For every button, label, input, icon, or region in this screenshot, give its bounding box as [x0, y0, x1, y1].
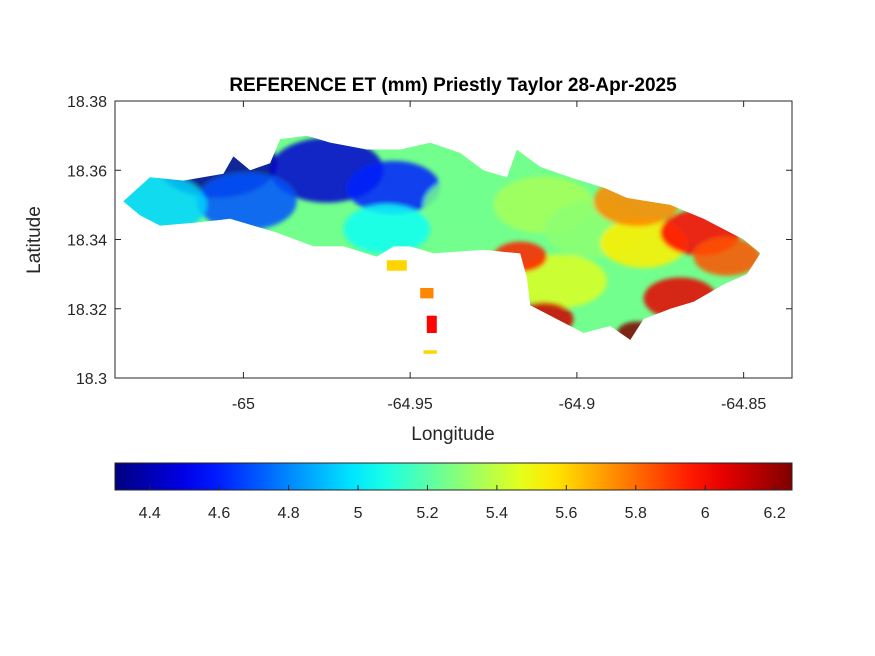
y-tick-label: 18.34 [67, 233, 107, 250]
x-tick-label: -65 [232, 396, 255, 413]
colorbar-tick-label: 4.6 [208, 505, 230, 522]
y-tick-label: 18.36 [67, 163, 107, 180]
y-axis-label: Latitude [24, 206, 45, 274]
x-tick-label: -64.85 [721, 396, 766, 413]
y-axis-ticks: 18.3 18.32 18.34 18.36 18.38 [67, 94, 792, 388]
colorbar-tick-label: 6 [701, 505, 710, 522]
islet [426, 315, 437, 333]
islet [386, 260, 407, 271]
chart-title: REFERENCE ET (mm) Priestly Taylor 28-Apr… [229, 75, 677, 96]
colorbar-gradient [114, 462, 793, 491]
islet [420, 288, 434, 299]
x-tick-label: -64.9 [559, 396, 596, 413]
colorbar-tick-label: 4.8 [277, 505, 299, 522]
colorbar-ticks: 4.4 4.6 4.8 5 5.2 5.4 5.6 5.8 6 6.2 [139, 485, 786, 522]
heat-cell [196, 172, 297, 230]
colorbar-tick-label: 5.8 [625, 505, 647, 522]
colorbar-tick-label: 5.4 [486, 505, 508, 522]
x-axis-label: Longitude [411, 424, 494, 445]
colorbar-tick-label: 5.2 [416, 505, 438, 522]
y-tick-label: 18.3 [76, 371, 107, 388]
heat-cell [693, 237, 761, 276]
colorbar: 4.4 4.6 4.8 5 5.2 5.4 5.6 5.8 6 6.2 [114, 462, 793, 522]
y-tick-label: 18.32 [67, 302, 107, 319]
plot-area: -65 -64.95 -64.9 -64.85 18.3 18.32 18.34 18.36… [67, 94, 793, 413]
colorbar-tick-label: 5.6 [555, 505, 577, 522]
heat-cell [343, 204, 431, 254]
colorbar-tick-label: 6.2 [764, 505, 786, 522]
heat-cell [346, 160, 441, 215]
x-axis-ticks: -65 -64.95 -64.9 -64.85 [232, 101, 766, 413]
islet [423, 350, 437, 354]
colorbar-tick-label: 5 [354, 505, 363, 522]
y-tick-label: 18.38 [67, 94, 107, 111]
x-tick-label: -64.95 [387, 396, 432, 413]
colorbar-tick-label: 4.4 [139, 505, 161, 522]
